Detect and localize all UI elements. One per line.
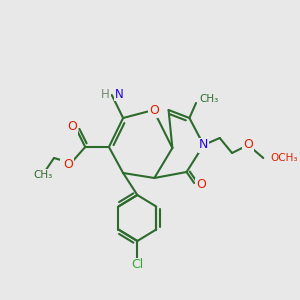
Text: H: H — [101, 88, 110, 100]
Text: O: O — [149, 103, 159, 116]
Text: O: O — [67, 119, 77, 133]
Text: O: O — [67, 121, 77, 134]
Text: O: O — [61, 160, 71, 172]
Text: O: O — [63, 158, 73, 172]
Text: O: O — [63, 158, 73, 170]
Text: O: O — [196, 178, 206, 191]
Text: OCH₃: OCH₃ — [270, 153, 297, 163]
Text: CH₃: CH₃ — [199, 94, 218, 104]
Text: O: O — [35, 169, 43, 179]
Text: O: O — [65, 121, 75, 134]
Text: CH₃: CH₃ — [33, 170, 52, 180]
Text: N: N — [199, 139, 208, 152]
Text: N: N — [115, 88, 124, 100]
Text: Cl: Cl — [131, 259, 143, 272]
Text: O: O — [243, 139, 253, 152]
